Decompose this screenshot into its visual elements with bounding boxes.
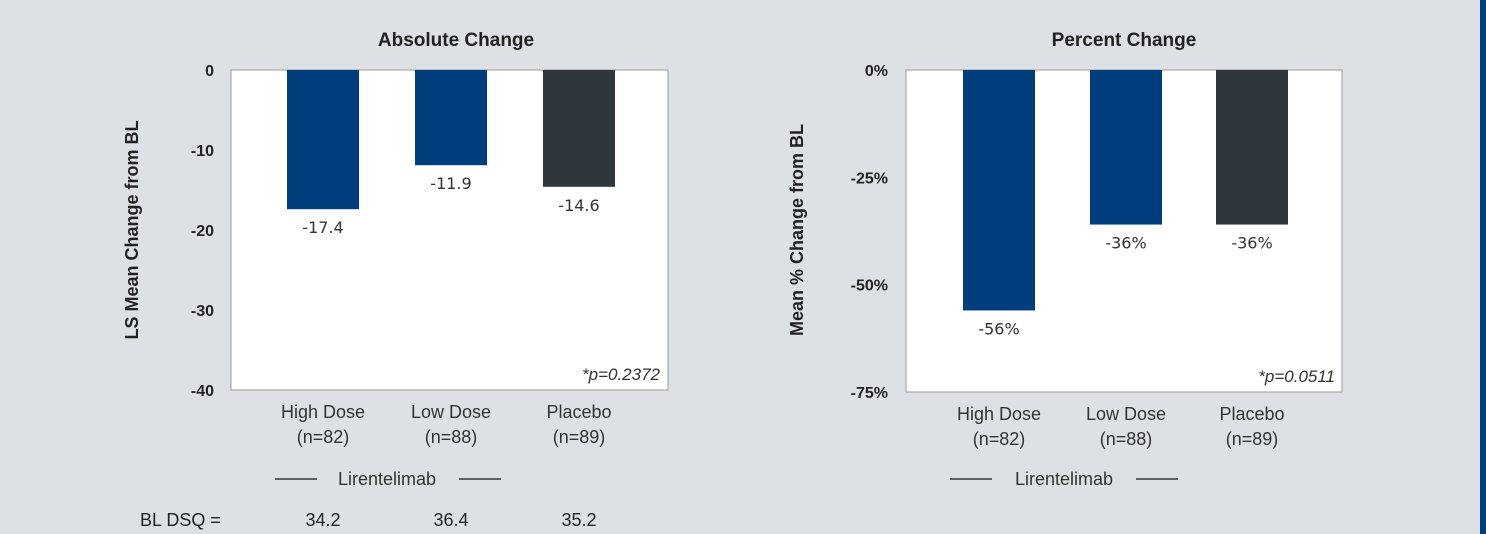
x-categories: High Dose (n=82) Low Dose (n=88) Placebo (n=8…: [957, 404, 1285, 449]
bars: [963, 70, 1288, 311]
group-bracket: Lirentelimab: [275, 469, 501, 489]
data-label: -11.9: [430, 174, 471, 193]
bar: [287, 70, 359, 210]
y-tick-label: 0%: [865, 63, 888, 80]
data-label: -17.4: [302, 218, 343, 237]
bars: [287, 70, 615, 210]
y-ticks: 0 -10 -20 -30 -40: [191, 63, 214, 400]
y-tick-label: -10: [191, 143, 214, 160]
chart-title: Absolute Change: [378, 30, 534, 51]
x-category-n: (n=88): [425, 427, 478, 447]
x-category-label: Low Dose: [411, 402, 491, 422]
baseline-value-high-dose: 34.2: [305, 510, 340, 530]
data-label: -14.6: [558, 196, 599, 215]
bar: [415, 70, 487, 166]
y-tick-label: -30: [191, 303, 214, 320]
p-value-annotation: *p=0.0511: [1258, 367, 1335, 386]
x-category-label: Low Dose: [1086, 404, 1166, 424]
data-labels: -17.4 -11.9 -14.6: [302, 174, 599, 237]
p-value-annotation: *p=0.2372: [582, 365, 661, 384]
chart-title: Percent Change: [1052, 30, 1197, 51]
right-edge-stripe: [1480, 0, 1486, 534]
group-label: Lirentelimab: [338, 469, 436, 489]
y-tick-label: -75%: [851, 385, 888, 402]
bar: [963, 70, 1035, 311]
chart-absolute-change: Absolute Change LS Mean Change from BL 0…: [122, 30, 669, 489]
x-categories: High Dose (n=82) Low Dose (n=88) Placebo (n=8…: [281, 402, 612, 447]
chart-percent-change: Percent Change Mean % Change from BL 0% -…: [787, 30, 1343, 489]
x-category-label: Placebo: [1219, 404, 1284, 424]
x-category-label: Placebo: [546, 402, 611, 422]
baseline-value-placebo: 35.2: [561, 510, 596, 530]
baseline-label: BL DSQ =: [140, 510, 221, 530]
x-category-n: (n=89): [1226, 429, 1279, 449]
bar: [1090, 70, 1162, 225]
y-tick-label: -25%: [851, 170, 888, 187]
x-category-n: (n=89): [553, 427, 606, 447]
bar: [543, 70, 615, 187]
group-bracket: Lirentelimab: [950, 469, 1178, 489]
y-tick-label: -20: [191, 223, 214, 240]
y-tick-label: -50%: [851, 278, 888, 295]
data-label: -36%: [1231, 234, 1272, 253]
data-label: -56%: [978, 319, 1019, 338]
x-category-n: (n=82): [973, 429, 1026, 449]
x-category-label: High Dose: [957, 404, 1041, 424]
x-category-n: (n=82): [297, 427, 350, 447]
data-labels: -56% -36% -36%: [978, 234, 1272, 339]
baseline-value-low-dose: 36.4: [433, 510, 468, 530]
group-label: Lirentelimab: [1015, 469, 1113, 489]
y-tick-label: 0: [205, 63, 214, 80]
y-tick-label: -40: [191, 383, 214, 400]
x-category-label: High Dose: [281, 402, 365, 422]
y-axis-label: Mean % Change from BL: [787, 124, 807, 336]
data-label: -36%: [1105, 234, 1146, 253]
x-category-n: (n=88): [1100, 429, 1153, 449]
bar: [1216, 70, 1288, 225]
baseline-row: BL DSQ = 34.2 36.4 35.2: [140, 510, 597, 530]
y-ticks: 0% -25% -50% -75%: [851, 63, 888, 402]
y-axis-label: LS Mean Change from BL: [122, 120, 142, 339]
